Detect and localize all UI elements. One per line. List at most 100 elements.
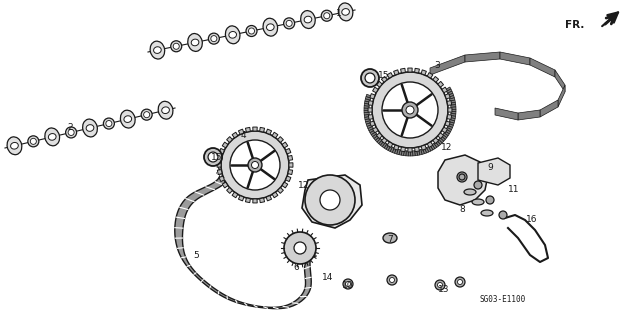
Polygon shape <box>408 68 412 72</box>
Circle shape <box>286 20 292 26</box>
Circle shape <box>457 172 467 182</box>
Text: FR.: FR. <box>564 20 584 30</box>
Circle shape <box>248 158 262 172</box>
Polygon shape <box>364 106 369 108</box>
Ellipse shape <box>301 11 316 28</box>
Circle shape <box>106 121 112 127</box>
Polygon shape <box>401 147 405 152</box>
Polygon shape <box>447 115 452 119</box>
Polygon shape <box>364 103 369 106</box>
Text: 4: 4 <box>240 131 246 140</box>
Circle shape <box>294 242 306 254</box>
Polygon shape <box>444 131 449 136</box>
Polygon shape <box>401 150 404 156</box>
Polygon shape <box>370 93 375 99</box>
Ellipse shape <box>472 199 484 205</box>
Polygon shape <box>401 68 405 73</box>
Polygon shape <box>421 70 426 75</box>
Polygon shape <box>427 147 431 152</box>
Polygon shape <box>253 127 257 131</box>
Polygon shape <box>222 182 228 188</box>
Polygon shape <box>222 142 228 148</box>
Polygon shape <box>413 151 415 156</box>
Polygon shape <box>451 105 456 107</box>
Ellipse shape <box>188 33 202 51</box>
Polygon shape <box>442 87 447 93</box>
Circle shape <box>474 181 482 189</box>
Polygon shape <box>447 100 452 105</box>
Text: 13: 13 <box>438 286 450 294</box>
Polygon shape <box>388 146 392 152</box>
Polygon shape <box>408 151 410 156</box>
Text: 12: 12 <box>442 143 452 152</box>
Text: 2: 2 <box>67 123 73 132</box>
Polygon shape <box>448 93 454 97</box>
Text: 5: 5 <box>193 250 199 259</box>
Polygon shape <box>446 128 452 132</box>
Text: 6: 6 <box>293 263 299 271</box>
Polygon shape <box>430 145 435 150</box>
Polygon shape <box>478 158 510 185</box>
Text: 8: 8 <box>459 205 465 214</box>
Text: 14: 14 <box>323 272 333 281</box>
Circle shape <box>246 26 257 36</box>
Ellipse shape <box>339 3 353 21</box>
Polygon shape <box>266 196 271 201</box>
Polygon shape <box>438 133 444 139</box>
Polygon shape <box>438 138 444 143</box>
Polygon shape <box>175 165 316 309</box>
Polygon shape <box>386 145 390 151</box>
Polygon shape <box>239 196 244 201</box>
Polygon shape <box>442 135 447 139</box>
Polygon shape <box>406 151 408 156</box>
Circle shape <box>143 112 150 118</box>
Circle shape <box>284 18 294 29</box>
Circle shape <box>406 106 414 114</box>
Ellipse shape <box>342 9 349 15</box>
Polygon shape <box>448 108 452 112</box>
Polygon shape <box>447 89 452 93</box>
Polygon shape <box>451 115 456 119</box>
Polygon shape <box>368 115 373 119</box>
Polygon shape <box>370 121 375 126</box>
Ellipse shape <box>154 47 161 53</box>
Circle shape <box>284 232 316 264</box>
Circle shape <box>209 33 220 44</box>
Polygon shape <box>387 142 393 147</box>
Polygon shape <box>495 108 518 120</box>
Polygon shape <box>367 124 372 129</box>
Polygon shape <box>288 170 292 174</box>
Circle shape <box>320 190 340 210</box>
Polygon shape <box>376 81 382 87</box>
Polygon shape <box>540 100 558 117</box>
Polygon shape <box>365 116 370 120</box>
Text: 10: 10 <box>342 280 354 290</box>
Polygon shape <box>390 147 394 152</box>
Polygon shape <box>450 100 455 103</box>
Polygon shape <box>368 126 373 130</box>
Circle shape <box>68 130 74 136</box>
Polygon shape <box>433 77 438 82</box>
Polygon shape <box>451 102 456 105</box>
Polygon shape <box>377 138 382 144</box>
Circle shape <box>402 102 418 118</box>
Polygon shape <box>500 52 530 65</box>
Polygon shape <box>365 121 371 124</box>
Ellipse shape <box>124 116 132 122</box>
Polygon shape <box>372 87 378 93</box>
Text: 15: 15 <box>378 70 390 79</box>
Polygon shape <box>397 149 400 155</box>
Polygon shape <box>394 149 398 154</box>
Polygon shape <box>403 151 406 156</box>
Circle shape <box>343 279 353 289</box>
Polygon shape <box>408 148 412 152</box>
Circle shape <box>221 131 289 199</box>
Polygon shape <box>447 91 453 95</box>
Ellipse shape <box>49 134 56 140</box>
Circle shape <box>372 72 448 148</box>
Polygon shape <box>449 122 454 125</box>
Polygon shape <box>219 176 225 182</box>
Polygon shape <box>392 148 396 153</box>
Ellipse shape <box>225 26 240 44</box>
Polygon shape <box>282 182 288 188</box>
